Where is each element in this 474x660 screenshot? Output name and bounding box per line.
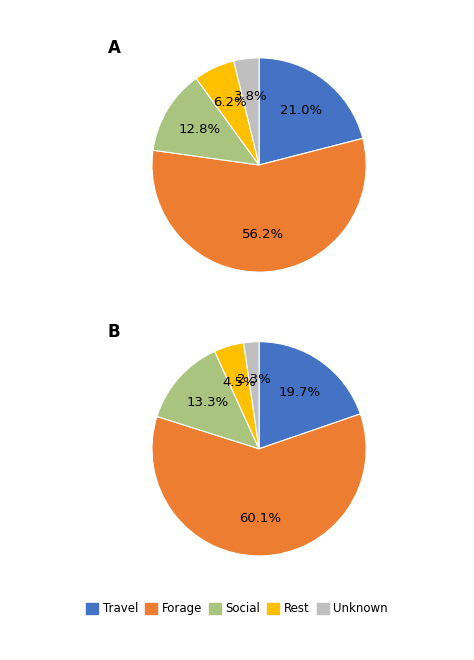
Text: 12.8%: 12.8% xyxy=(179,123,221,136)
Legend: Travel, Forage, Social, Rest, Unknown: Travel, Forage, Social, Rest, Unknown xyxy=(83,600,391,618)
Text: A: A xyxy=(108,39,121,57)
Wedge shape xyxy=(259,58,363,165)
Text: 21.0%: 21.0% xyxy=(281,104,323,117)
Wedge shape xyxy=(234,58,259,165)
Text: 3.8%: 3.8% xyxy=(234,90,268,103)
Wedge shape xyxy=(152,414,366,556)
Text: 4.5%: 4.5% xyxy=(223,376,256,389)
Text: 60.1%: 60.1% xyxy=(239,512,281,525)
Text: B: B xyxy=(108,323,120,341)
Text: 13.3%: 13.3% xyxy=(186,397,228,409)
Text: 56.2%: 56.2% xyxy=(242,228,284,241)
Wedge shape xyxy=(153,79,259,165)
Wedge shape xyxy=(152,139,366,272)
Wedge shape xyxy=(259,342,360,449)
Wedge shape xyxy=(157,351,259,449)
Wedge shape xyxy=(196,61,259,165)
Text: 19.7%: 19.7% xyxy=(278,386,320,399)
Text: 2.3%: 2.3% xyxy=(237,373,271,386)
Wedge shape xyxy=(215,343,259,449)
Wedge shape xyxy=(244,342,259,449)
Text: 6.2%: 6.2% xyxy=(213,96,247,109)
